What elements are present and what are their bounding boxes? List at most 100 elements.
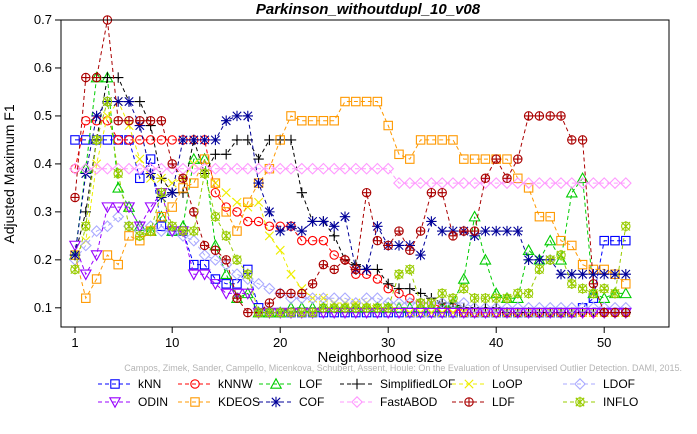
data-point-fastabod — [274, 162, 287, 175]
legend-item-inflo: INFLO — [563, 395, 638, 409]
legend-marker — [351, 378, 363, 390]
data-point-ldf — [135, 115, 145, 126]
data-point-cof — [447, 225, 459, 237]
data-point-knnw — [307, 235, 318, 246]
data-point-knnw — [145, 135, 156, 145]
data-point-kdeos — [124, 231, 134, 241]
data-point-ldof — [187, 234, 200, 247]
plot-area — [68, 15, 632, 319]
data-point-ldf — [513, 154, 523, 164]
data-point-fastabod — [144, 162, 157, 175]
data-point-fastabod — [90, 162, 103, 175]
data-point-inflo — [513, 288, 523, 299]
data-point-inflo — [135, 230, 145, 242]
data-point-loop — [448, 308, 458, 318]
data-point-inflo — [264, 307, 275, 318]
data-point-odin — [522, 307, 535, 319]
data-point-inflo — [113, 168, 123, 179]
data-point-fastabod — [619, 177, 632, 190]
x-tick-label: 20 — [273, 335, 287, 350]
data-point-inflo — [567, 278, 577, 290]
data-point-simplifiedlof — [404, 283, 415, 294]
data-point-kdeos — [307, 115, 318, 126]
data-point-inflo — [210, 211, 221, 222]
data-point-inflo — [275, 307, 285, 318]
data-point-ldf — [124, 115, 134, 126]
data-point-simplifiedlof — [329, 230, 340, 242]
data-point-inflo — [621, 221, 631, 232]
data-point-knn — [210, 274, 221, 284]
data-point-simplifiedlof — [113, 72, 124, 83]
data-point-kdeos — [534, 211, 545, 222]
data-point-inflo — [70, 264, 80, 275]
data-point-inflo — [588, 288, 599, 299]
data-point-fastabod — [209, 162, 222, 175]
legend-label: COF — [299, 395, 324, 409]
data-point-simplifiedlof — [210, 149, 221, 160]
data-point-inflo — [459, 283, 469, 294]
data-point-inflo — [491, 293, 501, 304]
data-point-knnw — [318, 235, 329, 246]
legend-label: ODIN — [138, 395, 168, 409]
data-point-fastabod — [447, 177, 459, 190]
data-point-inflo — [156, 187, 167, 198]
data-point-simplifiedlof — [253, 153, 264, 165]
data-point-fastabod — [511, 177, 524, 190]
y-tick-label: 0.2 — [34, 252, 52, 267]
data-point-ldf — [189, 207, 199, 217]
data-point-ldf — [534, 111, 545, 121]
data-point-fastabod — [457, 177, 470, 190]
y-tick-label: 0.1 — [34, 300, 52, 315]
data-point-ldf — [243, 307, 253, 318]
data-point-odin — [446, 307, 460, 319]
data-point-simplifiedlof — [221, 149, 232, 160]
data-point-fastabod — [544, 177, 557, 190]
series-inflo — [70, 96, 631, 318]
data-point-loop — [156, 173, 166, 183]
data-point-ldf — [329, 264, 339, 275]
data-point-inflo — [297, 307, 307, 318]
data-point-ldf — [232, 293, 242, 303]
data-point-ldof — [490, 301, 503, 314]
data-point-lof — [468, 210, 481, 222]
data-point-inflo — [178, 225, 188, 237]
data-point-simplifiedlof — [296, 187, 307, 198]
data-point-fastabod — [295, 162, 308, 175]
legend-item-ldf: LDF — [452, 395, 515, 409]
data-point-inflo — [145, 225, 156, 237]
data-point-odin — [68, 240, 82, 252]
legend-label: kNN — [138, 377, 161, 391]
data-point-kdeos — [329, 115, 339, 126]
data-point-odin — [544, 307, 557, 319]
data-point-ldf — [113, 115, 123, 126]
data-point-loop — [102, 111, 112, 121]
data-point-ldof — [112, 210, 125, 223]
data-point-ldf — [394, 226, 404, 236]
data-point-kdeos — [361, 96, 372, 107]
data-point-lof — [457, 272, 470, 284]
data-point-ldof — [544, 301, 557, 314]
data-point-odin — [241, 288, 254, 300]
data-point-odin — [392, 307, 406, 319]
data-point-kdeos — [221, 207, 231, 217]
data-point-fastabod — [317, 162, 330, 175]
data-point-ldof — [231, 268, 243, 281]
data-point-inflo — [545, 254, 555, 266]
data-point-odin — [403, 307, 416, 319]
data-point-ldof — [90, 225, 103, 238]
data-point-fastabod — [371, 162, 384, 175]
data-point-ldf — [383, 240, 393, 251]
data-point-fastabod — [565, 177, 578, 190]
legend-marker — [351, 396, 363, 408]
data-point-inflo — [383, 302, 393, 314]
y-tick-label: 0.5 — [34, 108, 52, 123]
data-point-ldf — [81, 72, 91, 83]
data-point-fastabod — [522, 177, 535, 190]
data-point-fastabod — [339, 162, 351, 175]
data-point-knnw — [253, 216, 264, 227]
data-point-knn — [102, 135, 113, 145]
data-point-ldof — [587, 301, 600, 314]
data-point-inflo — [102, 96, 113, 107]
data-point-cof — [188, 134, 199, 146]
data-point-knn — [189, 259, 199, 270]
